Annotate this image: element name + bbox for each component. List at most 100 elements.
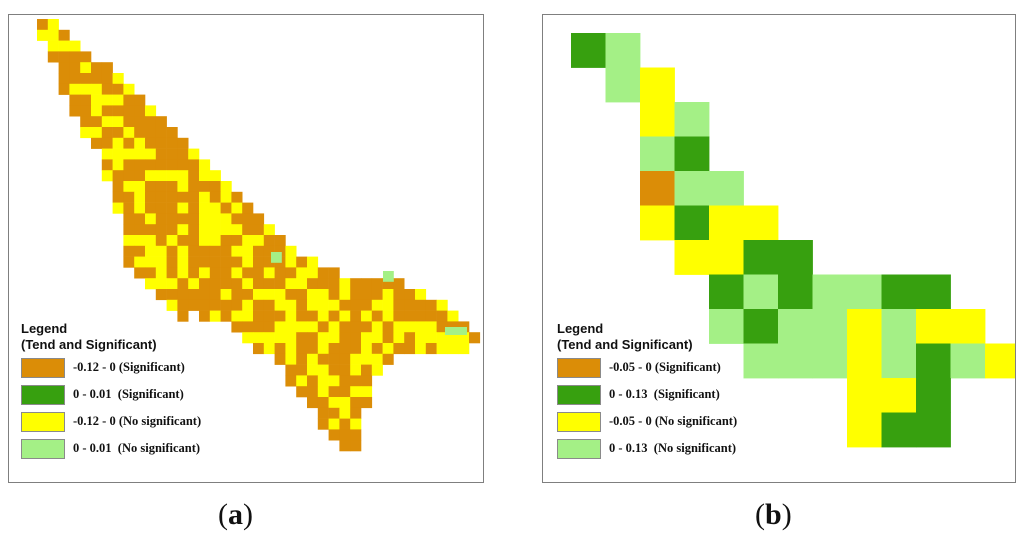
grid-cell: [285, 321, 297, 333]
grid-cell: [328, 267, 340, 279]
grid-cell: [188, 245, 200, 257]
grid-cell: [145, 245, 157, 257]
grid-cell: [339, 440, 351, 452]
grid-cell: [445, 327, 467, 335]
grid-cell: [231, 224, 243, 236]
grid-cell: [404, 289, 416, 301]
grid-cell: [404, 343, 416, 355]
grid-cell: [145, 105, 157, 117]
grid-cell: [209, 202, 221, 214]
grid-cell: [69, 40, 81, 52]
grid-cell: [296, 299, 308, 311]
legend-swatch: [557, 358, 601, 378]
grid-cell: [339, 407, 351, 419]
grid-cell: [296, 256, 308, 268]
grid-cell: [177, 159, 189, 171]
grid-cell: [296, 386, 308, 398]
grid-cell: [188, 224, 200, 236]
grid-cell: [274, 353, 286, 365]
legend-a: Legend (Tend and Significant) -0.12 - 0 …: [21, 321, 201, 461]
grid-cell: [80, 62, 92, 74]
grid-cell: [145, 267, 157, 279]
grid-cell: [112, 94, 124, 106]
grid-cell: [285, 332, 297, 344]
grid-cell: [743, 309, 779, 344]
grid-cell: [371, 289, 383, 301]
grid-cell: [188, 289, 200, 301]
grid-cell: [166, 235, 178, 247]
grid-cell: [743, 274, 779, 310]
grid-cell: [317, 299, 329, 311]
grid-cell: [709, 205, 744, 241]
grid-cell: [328, 397, 340, 409]
grid-cell: [415, 310, 427, 322]
grid-cell: [199, 170, 211, 182]
grid-cell: [242, 332, 254, 344]
grid-cell: [231, 278, 243, 290]
grid-cell: [339, 343, 351, 355]
legend-item-nonsignificant-negative: -0.05 - 0 (No significant): [557, 412, 737, 434]
grid-cell: [220, 310, 232, 322]
grid-cell: [242, 278, 254, 290]
grid-cell: [361, 321, 373, 333]
grid-cell: [177, 278, 189, 290]
grid-cell: [425, 321, 437, 333]
legend-item-significant-positive: 0 - 0.13 (Significant): [557, 385, 720, 407]
grid-cell: [155, 148, 167, 160]
grid-cell: [209, 213, 221, 225]
grid-cell: [263, 332, 275, 344]
grid-cell: [881, 343, 917, 379]
grid-cell: [155, 235, 167, 247]
grid-cell: [307, 321, 319, 333]
grid-cell: [91, 137, 103, 149]
grid-cell: [285, 256, 297, 268]
grid-cell: [58, 40, 70, 52]
legend-title: Legend: [557, 321, 604, 336]
grid-cell: [112, 137, 124, 149]
grid-cell: [371, 278, 383, 290]
grid-cell: [350, 310, 362, 322]
grid-cell: [350, 418, 362, 430]
grid-cell: [112, 202, 124, 214]
grid-cell: [263, 321, 275, 333]
grid-cell: [263, 245, 275, 257]
grid-cell: [253, 267, 265, 279]
grid-cell: [274, 235, 286, 247]
grid-cell: [112, 148, 124, 160]
grid-cell: [199, 299, 211, 311]
grid-cell: [778, 343, 813, 379]
grid-cell: [209, 245, 221, 257]
grid-cell: [134, 127, 146, 139]
grid-cell: [188, 213, 200, 225]
grid-cell: [177, 256, 189, 268]
grid-cell: [436, 343, 448, 355]
grid-cell: [220, 181, 232, 193]
legend-label: 0 - 0.13 (Significant): [609, 387, 720, 401]
grid-cell: [847, 412, 882, 448]
grid-cell: [640, 102, 675, 137]
legend-title: Legend: [21, 321, 68, 336]
caption-a: (a): [218, 498, 253, 532]
grid-cell: [425, 343, 437, 355]
grid-cell: [101, 62, 113, 74]
grid-cell: [242, 299, 254, 311]
grid-cell: [812, 274, 848, 310]
caption-letter: a: [228, 498, 243, 531]
grid-cell: [58, 62, 70, 74]
grid-cell: [134, 159, 146, 171]
grid-cell: [166, 137, 178, 149]
grid-cell: [916, 309, 951, 344]
grid-cell: [393, 321, 405, 333]
grid-cell: [317, 267, 329, 279]
legend-item-nonsignificant-positive: 0 - 0.01 (No significant): [21, 439, 200, 461]
caption-b: (b): [755, 498, 792, 532]
grid-cell: [166, 181, 178, 193]
grid-cell: [80, 51, 92, 63]
grid-cell: [123, 191, 135, 203]
grid-cell: [285, 375, 297, 387]
grid-cell: [177, 310, 189, 322]
legend-swatch: [557, 439, 601, 459]
grid-cell: [571, 33, 606, 68]
grid-cell: [371, 299, 383, 311]
grid-cell: [307, 332, 319, 344]
